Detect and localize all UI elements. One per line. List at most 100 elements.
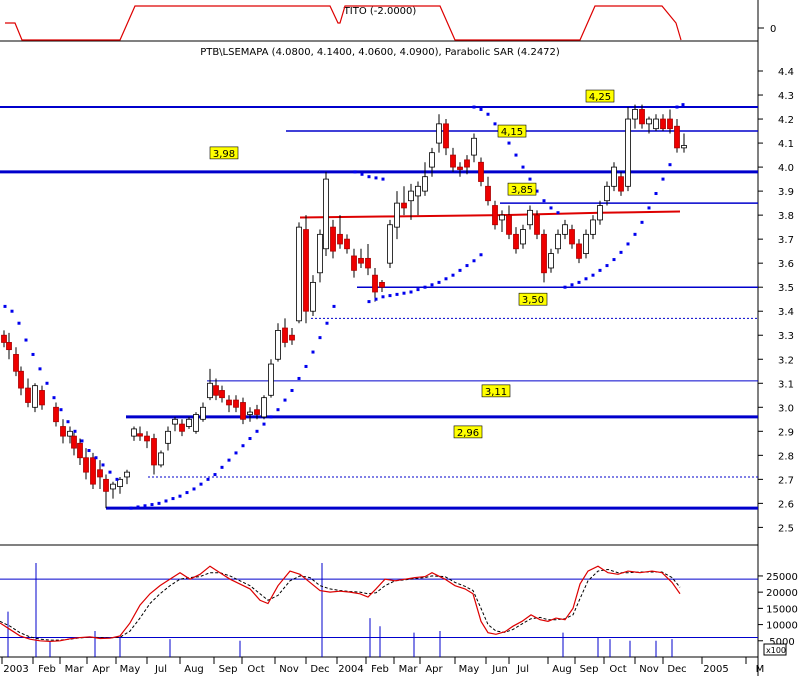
- sar-dot: [577, 280, 581, 284]
- price-tick-label: 3.6: [778, 259, 794, 270]
- volume-tick-label: 5000: [769, 637, 794, 648]
- candle-down: [13, 354, 19, 372]
- candle-up: [625, 118, 631, 187]
- candle-down: [506, 214, 512, 235]
- sar-dot: [472, 105, 476, 109]
- candle-down: [492, 205, 498, 226]
- volume-tick-label: 25000: [766, 572, 798, 583]
- level-label: 3,85: [511, 185, 533, 196]
- candlesticks: [1, 104, 687, 509]
- candle-down: [478, 161, 484, 182]
- sar-dot: [570, 283, 574, 287]
- sar-dot: [136, 505, 140, 509]
- price-tick-label: 3.3: [778, 331, 794, 342]
- candle-down: [618, 176, 624, 192]
- level-label-box: [507, 182, 537, 196]
- sar-dot: [640, 220, 644, 224]
- candle-down: [569, 229, 575, 245]
- sar-dot: [465, 264, 469, 268]
- sar-dot: [17, 321, 21, 325]
- time-tick-label: M: [756, 664, 765, 675]
- sar-dot: [94, 456, 98, 460]
- sar-dot: [619, 250, 623, 254]
- sar-dot: [332, 304, 336, 308]
- candle-up: [394, 202, 400, 228]
- sar-dot: [395, 292, 399, 296]
- time-tick-label: Oct: [609, 664, 626, 675]
- sar-dot: [654, 192, 658, 196]
- candle-down: [254, 409, 260, 415]
- sar-dot: [262, 422, 266, 426]
- price-tick-label: 2.8: [778, 451, 794, 462]
- sar-dot: [276, 408, 280, 412]
- sar-dot: [185, 491, 189, 495]
- time-tick-label: Mar: [65, 664, 85, 675]
- sar-dot: [416, 288, 420, 292]
- price-tick-label: 3.7: [778, 235, 794, 246]
- price-y-axis: 4.4 4.3 4.2 4.1 4.0 3.9 3.8 3.7 3.6 3.5 3.4 3.3 3.2 3…: [758, 67, 794, 534]
- stoch-k-line: [0, 565, 681, 643]
- candle-down: [443, 123, 449, 149]
- sar-dot: [10, 309, 14, 313]
- sar-dot: [647, 206, 651, 210]
- sar-dot: [563, 285, 567, 289]
- candle-down: [464, 159, 470, 168]
- sar-dot: [514, 153, 518, 157]
- time-tick-label: Jul: [154, 664, 167, 675]
- sar-dot: [605, 264, 609, 268]
- candle-down: [674, 125, 680, 149]
- candle-up: [261, 397, 267, 418]
- candle-down: [71, 435, 77, 449]
- time-tick-label: Aug: [552, 664, 572, 675]
- sar-dot: [234, 451, 238, 455]
- sar-dot: [507, 141, 511, 145]
- time-tick-label: May: [459, 664, 480, 675]
- candle-down: [233, 399, 239, 408]
- parabolic-sar-dots: [3, 103, 685, 510]
- sar-dot: [661, 177, 665, 181]
- price-panel: PTB\LSEMAPA (4.0800, 4.1400, 4.0600, 4.0…: [0, 47, 794, 534]
- sar-dot: [66, 420, 70, 424]
- sar-dot: [255, 429, 259, 433]
- candle-down: [213, 385, 219, 396]
- candle-up: [158, 452, 164, 466]
- candle-up: [415, 185, 421, 197]
- time-tick-label: Sep: [219, 664, 238, 675]
- candle-down: [25, 387, 31, 403]
- candle-down: [330, 226, 336, 252]
- candle-down: [337, 233, 343, 245]
- sar-dot: [304, 364, 308, 368]
- price-tick-label: 3.9: [778, 187, 794, 198]
- time-tick-label: Sep: [580, 664, 599, 675]
- horizontal-levels: [0, 106, 758, 510]
- candle-down: [282, 327, 288, 343]
- sar-dot: [556, 211, 560, 215]
- sar-dot: [360, 172, 364, 176]
- sar-dot: [381, 177, 385, 181]
- tito-panel: TITO (-2.0000) 0: [5, 5, 776, 41]
- sar-dot: [535, 189, 539, 193]
- volume-bars: [0, 562, 758, 657]
- sar-dot: [24, 338, 28, 342]
- time-tick-label: Aug: [184, 664, 204, 675]
- candle-down: [179, 423, 185, 432]
- level-label-box: [518, 292, 548, 306]
- price-tick-label: 4.3: [778, 91, 794, 102]
- candle-up: [429, 152, 435, 168]
- sar-dot: [549, 206, 553, 210]
- level-label: 2,96: [457, 428, 479, 439]
- sar-dot: [101, 463, 105, 467]
- chart-title: PTB\LSEMAPA (4.0800, 4.1400, 4.0600, 4.0…: [200, 47, 560, 58]
- sar-dot: [213, 473, 217, 477]
- time-tick-label: Mar: [399, 664, 419, 675]
- sar-dot: [367, 175, 371, 179]
- price-tick-label: 2.6: [778, 499, 794, 510]
- candle-up: [296, 226, 302, 322]
- sar-dot: [269, 415, 273, 419]
- sar-dot: [220, 465, 224, 469]
- sar-dot: [192, 487, 196, 491]
- sar-dot: [87, 449, 91, 453]
- sar-dot: [227, 458, 231, 462]
- candle-up: [527, 209, 533, 226]
- candle-down: [226, 399, 232, 406]
